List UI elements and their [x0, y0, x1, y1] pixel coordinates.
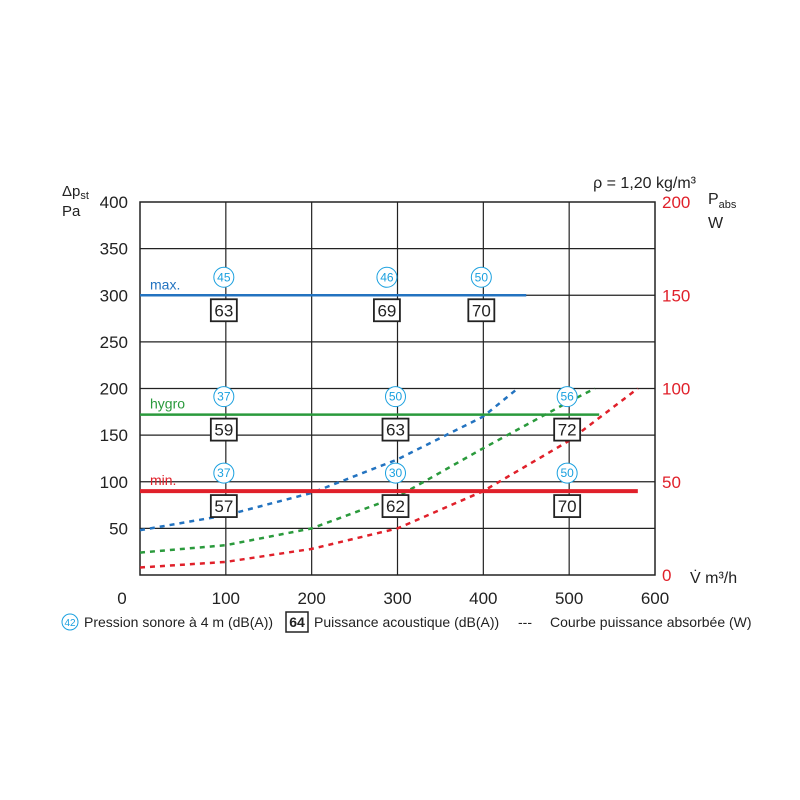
- pressure-lines: max. hygro min.: [140, 276, 638, 494]
- right-tick-label: 200: [662, 193, 690, 212]
- series-label: min.: [150, 472, 176, 488]
- x-tick-label: 600: [641, 589, 669, 608]
- x-tick-label: 400: [469, 589, 497, 608]
- acoustic-power-value: 70: [472, 301, 491, 320]
- acoustic-power-value: 69: [377, 301, 396, 320]
- sound-pressure-circle: [385, 386, 406, 408]
- right-tick-label: 50: [662, 473, 681, 492]
- legend: 42 Pression sonore à 4 m (dB(A)) 64 Puis…: [61, 611, 752, 633]
- acoustic-power-value: 57: [214, 497, 233, 516]
- left-tick-label: 150: [100, 426, 128, 445]
- acoustic-power-value: 70: [558, 497, 577, 516]
- acoustic-power-value: 63: [214, 301, 233, 320]
- legend-sound-pressure: 42 Pression sonore à 4 m (dB(A)): [61, 613, 273, 631]
- legend-circle-number: 42: [64, 618, 76, 629]
- legend-acoustic-power: 64 Puissance acoustique (dB(A)): [285, 611, 499, 633]
- sound-pressure-value: 50: [475, 270, 489, 284]
- series-label: max.: [150, 276, 180, 292]
- acoustic-power-box: [209, 298, 238, 323]
- sound-pressure-value: 56: [560, 390, 574, 404]
- legend-circle-symbol: [61, 613, 79, 631]
- sound-pressure-circle: [556, 462, 578, 484]
- acoustic-power-box: [467, 298, 496, 323]
- sound-pressure-circle: [470, 266, 492, 288]
- right-tick-label: 150: [662, 286, 690, 305]
- x-tick-label: 200: [297, 589, 325, 608]
- left-axis-unit: Pa: [62, 203, 81, 220]
- sound-pressure-value: 30: [389, 466, 403, 480]
- density-note: ρ = 1,20 kg/m³: [593, 175, 697, 192]
- sound-pressure-circle: [213, 266, 235, 288]
- series-label: hygro: [150, 396, 185, 412]
- left-tick-label: 300: [100, 286, 128, 305]
- acoustic-power-value: 59: [214, 421, 233, 440]
- acoustic-power-box: [553, 494, 582, 518]
- left-tick-label: 200: [100, 380, 128, 399]
- acoustic-power-value: 63: [386, 421, 405, 440]
- acoustic-power-value: 62: [386, 497, 405, 516]
- legend-box-number: 64: [289, 614, 305, 630]
- acoustic-power-box: [381, 417, 410, 442]
- sound-pressure-value: 45: [217, 270, 231, 284]
- acoustic-power-box: [373, 298, 401, 323]
- sound-pressure-circle: [385, 462, 406, 484]
- sound-pressure-value: 46: [380, 270, 394, 284]
- sound-pressure-value: 50: [560, 466, 574, 480]
- power-curve-max: [139, 387, 519, 532]
- x-tick-label: 300: [383, 589, 411, 608]
- legend-acoustic-power-label: Puissance acoustique (dB(A)): [314, 614, 499, 630]
- acoustic-power-box: [209, 417, 238, 442]
- acoustic-power-box: [553, 417, 582, 442]
- legend-box-symbol: [285, 611, 309, 633]
- axes: 0 100 200 300 400 500 600501001502002503003504…: [100, 193, 691, 608]
- sound-pressure-value: 50: [389, 390, 403, 404]
- sound-pressure-value: 37: [217, 466, 231, 480]
- right-tick-label: 0: [662, 566, 671, 585]
- acoustic-power-box: [209, 494, 238, 518]
- sound-pressure-circle: [213, 462, 235, 484]
- sound-pressure-value: 37: [217, 390, 231, 404]
- legend-power-curve-label: Courbe puissance absorbée (W): [550, 614, 752, 630]
- left-tick-label: 100: [100, 473, 128, 492]
- left-tick-label: 50: [109, 519, 128, 538]
- left-tick-label: 350: [100, 240, 128, 259]
- acoustic-power-value: 72: [558, 421, 577, 440]
- left-tick-label: 250: [100, 333, 128, 352]
- sound-pressure-circle: [556, 386, 578, 408]
- x-axis-title: V̇ m³/h: [690, 569, 737, 587]
- legend-dash-symbol: ---: [518, 614, 532, 630]
- right-tick-label: 100: [662, 380, 690, 399]
- markers: 45 63 46 69 50 70 37 59 50 63 56 72 37 57 30 62 50 70: [209, 266, 582, 518]
- left-axis-title: Δpst: [62, 183, 89, 202]
- right-axis-unit: W: [708, 215, 724, 232]
- sound-pressure-circle: [376, 266, 398, 288]
- x-tick-label: 0: [117, 589, 126, 608]
- legend-sound-pressure-label: Pression sonore à 4 m (dB(A)): [84, 614, 273, 630]
- sound-pressure-circle: [213, 386, 235, 408]
- x-tick-label: 100: [212, 589, 240, 608]
- legend-power-curve: --- Courbe puissance absorbée (W): [518, 614, 752, 630]
- acoustic-power-box: [381, 494, 410, 518]
- right-axis-title: Pabs: [708, 191, 737, 211]
- left-tick-label: 400: [100, 193, 128, 212]
- x-tick-label: 500: [555, 589, 583, 608]
